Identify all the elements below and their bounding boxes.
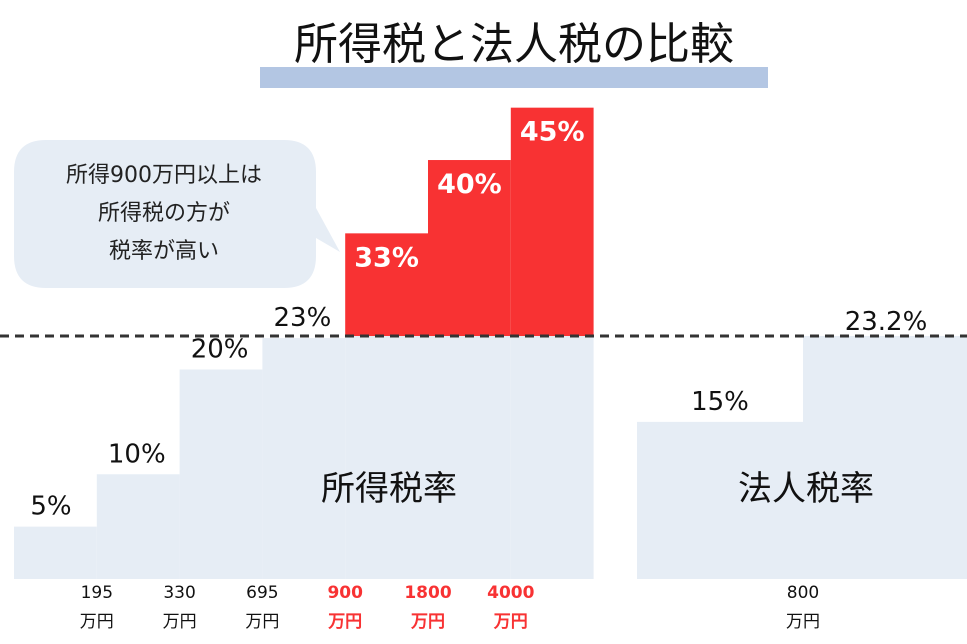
- threshold-unit-label: 万円: [163, 612, 197, 632]
- bar-highlight: [345, 233, 428, 336]
- bar-rate-label: 33%: [354, 242, 419, 273]
- bar-highlight: [510, 107, 594, 337]
- bar-rate-label: 23%: [274, 303, 332, 333]
- bar-rate-label: 40%: [437, 169, 502, 200]
- bar-base: [428, 336, 511, 579]
- threshold-value-label: 195: [81, 583, 113, 603]
- callout-line: 税率が高い: [108, 239, 219, 264]
- threshold-value-label: 4000: [487, 583, 534, 603]
- bar: [179, 369, 263, 579]
- bar: [637, 421, 803, 579]
- bar-base: [345, 336, 428, 579]
- series-label-corporate-tax: 法人税率: [738, 469, 874, 509]
- threshold-unit-label: 万円: [327, 612, 362, 632]
- threshold-value-label: 330: [163, 583, 195, 603]
- bar-rate-label: 20%: [191, 335, 249, 365]
- callout-text: 所得900万円以上は 所得税の方が 税率が高い: [14, 152, 314, 276]
- series-label-income-tax: 所得税率: [321, 469, 457, 509]
- callout-line: 所得税の方が: [97, 201, 230, 226]
- bar-rate-label: 5%: [30, 492, 71, 522]
- bar: [803, 336, 967, 579]
- bar-rate-label: 10%: [108, 439, 166, 469]
- bar-rate-label: 45%: [520, 117, 585, 148]
- threshold-value-label: 800: [787, 583, 819, 603]
- threshold-unit-label: 万円: [493, 612, 528, 632]
- callout-line: 所得900万円以上は: [66, 163, 262, 188]
- title-underline: [260, 67, 768, 88]
- threshold-value-label: 900: [327, 583, 363, 603]
- threshold-value-label: 1800: [404, 583, 451, 603]
- bar-base: [510, 336, 594, 579]
- bar-highlight: [428, 160, 511, 336]
- bar: [96, 474, 180, 579]
- threshold-unit-label: 万円: [245, 612, 279, 632]
- threshold-value-label: 695: [246, 583, 278, 603]
- bar: [14, 526, 97, 579]
- threshold-unit-label: 万円: [786, 612, 820, 632]
- callout-bubble: [14, 140, 340, 288]
- bar-rate-label: 15%: [691, 387, 749, 417]
- threshold-unit-label: 万円: [410, 612, 445, 632]
- page-title: 所得税と法人税の比較: [294, 19, 734, 70]
- bar: [262, 338, 346, 579]
- reference-line-label: 23.2%: [845, 307, 928, 337]
- threshold-unit-label: 万円: [80, 612, 114, 632]
